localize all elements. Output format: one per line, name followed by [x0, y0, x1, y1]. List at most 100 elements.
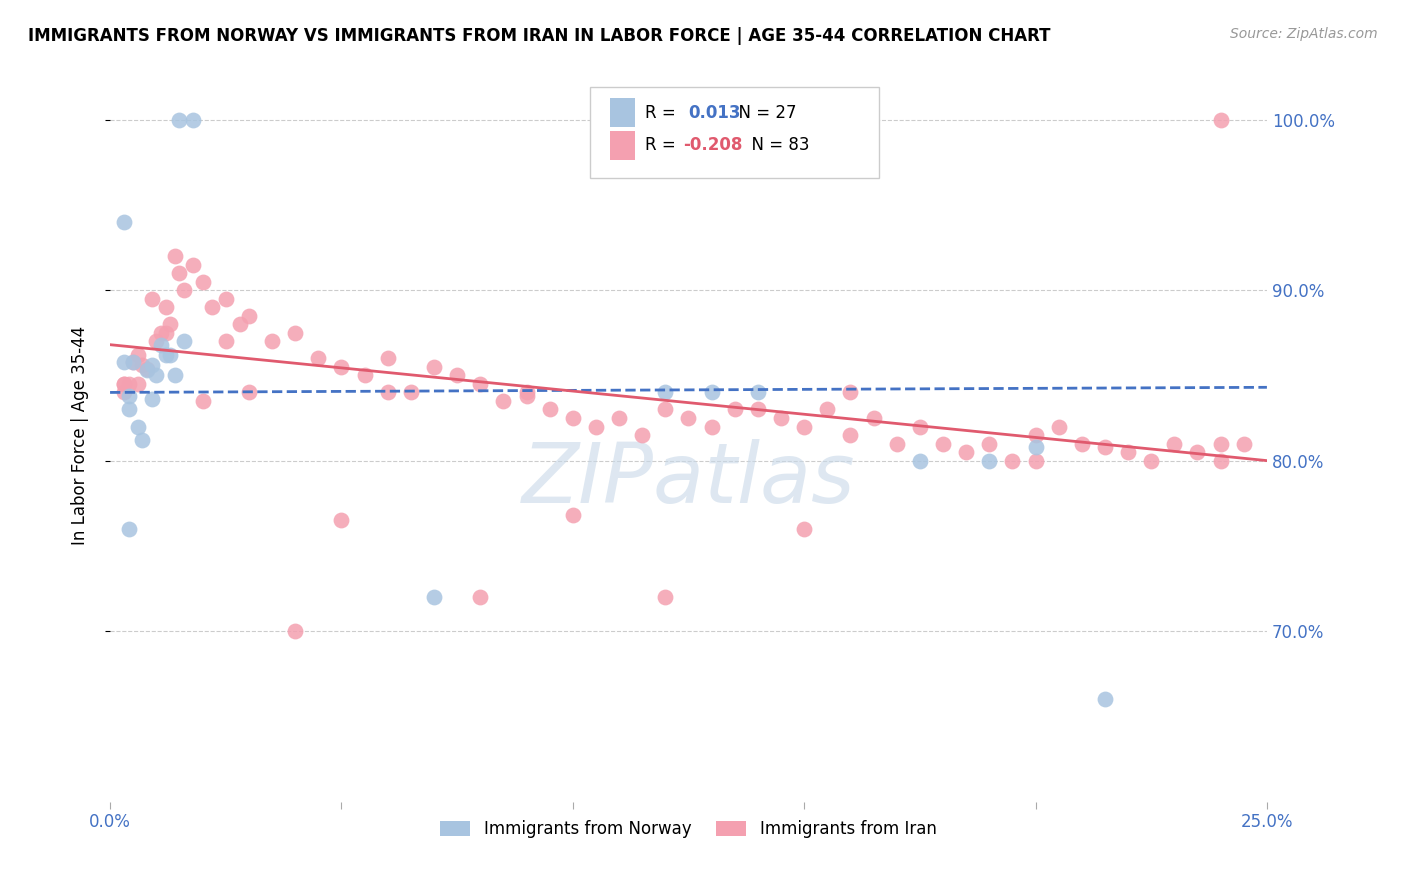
Point: [654, 590, 676, 604]
Point: [112, 355, 135, 369]
Point: [183, 112, 205, 127]
Point: [159, 348, 181, 362]
Point: [815, 402, 838, 417]
Point: [908, 419, 931, 434]
Point: [141, 358, 163, 372]
Point: [1163, 436, 1185, 450]
Point: [678, 411, 700, 425]
Point: [1001, 453, 1024, 467]
Point: [155, 300, 177, 314]
Point: [260, 334, 283, 349]
Point: [700, 419, 723, 434]
FancyBboxPatch shape: [591, 87, 879, 178]
Point: [141, 392, 163, 407]
Point: [127, 348, 149, 362]
Point: [117, 522, 139, 536]
Point: [724, 402, 747, 417]
Point: [112, 385, 135, 400]
Point: [131, 358, 153, 372]
Point: [122, 355, 145, 369]
Point: [585, 419, 607, 434]
Point: [307, 351, 329, 366]
Point: [183, 258, 205, 272]
Point: [141, 292, 163, 306]
Point: [607, 411, 630, 425]
Bar: [610, 131, 636, 161]
Point: [1233, 436, 1256, 450]
Point: [122, 355, 145, 369]
Y-axis label: In Labor Force | Age 35-44: In Labor Force | Age 35-44: [72, 326, 89, 545]
Point: [228, 317, 250, 331]
Point: [839, 428, 862, 442]
Point: [1025, 453, 1047, 467]
Point: [215, 292, 238, 306]
Point: [955, 445, 977, 459]
Point: [515, 389, 537, 403]
Point: [769, 411, 792, 425]
Point: [377, 385, 399, 400]
Point: [1094, 692, 1116, 706]
Point: [173, 283, 195, 297]
Point: [159, 317, 181, 331]
Point: [284, 624, 307, 639]
Point: [423, 590, 446, 604]
Point: [173, 334, 195, 349]
Point: [1140, 453, 1163, 467]
Point: [238, 309, 260, 323]
Point: [538, 402, 561, 417]
Point: [145, 334, 167, 349]
Point: [145, 368, 167, 383]
Point: [117, 389, 139, 403]
Point: [1209, 453, 1232, 467]
Point: [117, 376, 139, 391]
Point: [470, 376, 492, 391]
Point: [747, 385, 769, 400]
Point: [793, 419, 815, 434]
Point: [1070, 436, 1092, 450]
Point: [155, 326, 177, 340]
Point: [1187, 445, 1209, 459]
Point: [330, 513, 353, 527]
Point: [631, 428, 654, 442]
Point: [654, 385, 676, 400]
Point: [163, 368, 186, 383]
Point: [839, 385, 862, 400]
Point: [215, 334, 238, 349]
Point: [353, 368, 375, 383]
Point: [117, 402, 139, 417]
Point: [1025, 428, 1047, 442]
Point: [330, 359, 353, 374]
Point: [163, 249, 186, 263]
Point: [155, 348, 177, 362]
Point: [979, 436, 1001, 450]
Point: [149, 337, 172, 351]
Bar: [610, 98, 636, 128]
Point: [908, 453, 931, 467]
Point: [127, 376, 149, 391]
Text: N = 27: N = 27: [728, 103, 796, 121]
Point: [191, 393, 214, 408]
Text: Source: ZipAtlas.com: Source: ZipAtlas.com: [1230, 27, 1378, 41]
Point: [654, 402, 676, 417]
Point: [1209, 436, 1232, 450]
Point: [112, 376, 135, 391]
Text: N = 83: N = 83: [741, 136, 808, 154]
Point: [979, 453, 1001, 467]
Point: [932, 436, 955, 450]
Point: [1116, 445, 1139, 459]
Point: [1094, 440, 1116, 454]
Point: [886, 436, 908, 450]
Point: [446, 368, 468, 383]
Text: ZIPatlas: ZIPatlas: [522, 439, 855, 519]
Point: [136, 363, 159, 377]
Point: [700, 385, 723, 400]
Point: [149, 326, 172, 340]
Point: [399, 385, 422, 400]
Point: [238, 385, 260, 400]
Point: [131, 433, 153, 447]
Point: [862, 411, 884, 425]
Point: [112, 215, 135, 229]
Text: -0.208: -0.208: [683, 136, 742, 154]
Point: [492, 393, 515, 408]
Text: IMMIGRANTS FROM NORWAY VS IMMIGRANTS FROM IRAN IN LABOR FORCE | AGE 35-44 CORREL: IMMIGRANTS FROM NORWAY VS IMMIGRANTS FRO…: [28, 27, 1050, 45]
